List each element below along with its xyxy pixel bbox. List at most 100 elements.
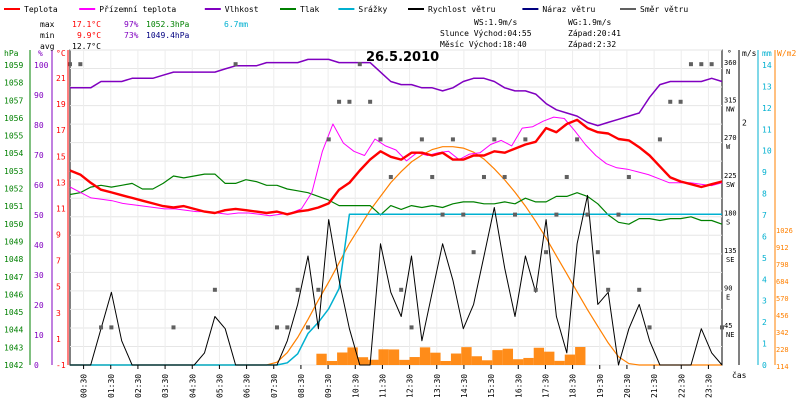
mm-tick-label: 13 xyxy=(762,82,772,91)
stat-max-hum: 97% xyxy=(124,20,139,29)
wind-dir-point xyxy=(337,99,342,104)
x-tick-label: 06:30 xyxy=(243,374,252,398)
dir-tick-deg: 270 xyxy=(724,134,737,142)
hpa-tick-label: 1044 xyxy=(4,326,23,335)
hpa-tick-label: 1045 xyxy=(4,308,23,317)
wind-dir-point xyxy=(657,137,662,142)
mm-tick-label: 11 xyxy=(762,125,772,134)
celsius-unit: °C xyxy=(56,49,66,58)
x-tick-label: 08:30 xyxy=(297,374,306,398)
solar-bar xyxy=(430,352,441,365)
solar-bar xyxy=(513,359,524,365)
dir-tick-deg: 180 xyxy=(724,209,737,217)
x-tick-label: 01:30 xyxy=(107,374,116,398)
solar-bar xyxy=(419,347,431,365)
wm2-tick-label: 798 xyxy=(776,261,789,269)
stat-max-rain: 6.7mm xyxy=(224,20,248,29)
pressure-line xyxy=(69,173,723,225)
x-tick-label: 21:30 xyxy=(650,374,659,398)
info-sun-set: Západ:20:41 xyxy=(568,29,621,38)
wind-dir-point xyxy=(409,325,414,330)
hpa-tick-label: 1047 xyxy=(4,273,23,282)
solar-bar xyxy=(502,348,514,365)
wind-dir-point xyxy=(626,174,631,179)
x-tick-label: 00:30 xyxy=(80,374,89,398)
solar-bar xyxy=(337,352,348,365)
pct-unit: % xyxy=(38,49,43,58)
x-tick-label: 09:30 xyxy=(324,374,333,398)
mm-tick-label: 8 xyxy=(762,190,767,199)
hpa-tick-label: 1046 xyxy=(4,290,23,299)
wind-dir-point xyxy=(616,212,621,217)
grid xyxy=(70,49,722,366)
legend-label: Teplota xyxy=(24,5,58,14)
wind-dir-point xyxy=(481,174,486,179)
legend-label: Náraz větru xyxy=(542,5,595,14)
hpa-tick-label: 1056 xyxy=(4,114,23,123)
celsius-tick-label: 15 xyxy=(56,152,66,161)
wind-direction-series xyxy=(68,62,724,330)
pct-tick-label: 0 xyxy=(34,361,39,370)
mm-tick-label: 1 xyxy=(762,340,767,349)
info-moon: Měsíc Východ:18:40 xyxy=(440,40,527,49)
wind-dir-point xyxy=(430,174,435,179)
wind-dir-point xyxy=(709,62,714,67)
pct-tick-label: 60 xyxy=(34,181,44,190)
dir-tick-name: SE xyxy=(726,256,734,264)
wind-dir-point xyxy=(440,212,445,217)
info-sun: Slunce Východ:04:55 xyxy=(440,29,532,38)
x-tick-label: 11:30 xyxy=(378,374,387,398)
hpa-tick-label: 1055 xyxy=(4,132,23,141)
mm-tick-label: 7 xyxy=(762,211,767,220)
stat-max-label: max xyxy=(40,20,55,29)
x-tick-label: 07:30 xyxy=(270,374,279,398)
mm-tick-label: 3 xyxy=(762,297,767,306)
x-tick-label: 03:30 xyxy=(161,374,170,398)
solar-bar xyxy=(388,349,400,365)
x-tick-label: 22:30 xyxy=(677,374,686,398)
solar-bar xyxy=(481,360,493,365)
stat-min-hum: 73% xyxy=(124,31,139,40)
wind-dir-point xyxy=(585,212,590,217)
mm-unit: mm xyxy=(762,49,772,58)
temperature-line xyxy=(69,118,723,216)
humidity-line xyxy=(70,58,723,127)
wind-dir-point xyxy=(523,137,528,142)
pct-tick-label: 20 xyxy=(34,301,44,310)
chart-title: 26.5.2010 xyxy=(366,50,439,65)
wind-dir-point xyxy=(109,325,114,330)
x-tick-label: 18:30 xyxy=(569,374,578,398)
pct-tick-label: 10 xyxy=(34,331,44,340)
solar-bar xyxy=(440,360,451,365)
wind-dir-point xyxy=(678,99,683,104)
wind-dir-point xyxy=(533,287,538,292)
solar-bar xyxy=(399,359,410,365)
wm2-tick-label: 1026 xyxy=(776,227,793,235)
hpa-tick-label: 1049 xyxy=(4,237,23,246)
wind-dir-point xyxy=(575,137,580,142)
x-tick-label: 23:30 xyxy=(704,374,713,398)
x-tick-label: 10:30 xyxy=(351,374,360,398)
wind-dir-point xyxy=(295,287,300,292)
wind-dir-point xyxy=(285,325,290,330)
x-tick-label: 12:30 xyxy=(406,374,415,398)
mm-tick-label: 2 xyxy=(762,318,767,327)
pct-tick-label: 50 xyxy=(34,211,44,220)
x-tick-label: 13:30 xyxy=(433,374,442,398)
wind-dir-point xyxy=(513,212,518,217)
dir-tick-deg: 45 xyxy=(724,322,732,330)
wind-dir-point xyxy=(471,250,476,255)
ms-unit: m/s xyxy=(742,49,757,58)
stat-max-press: 1052.3hPa xyxy=(146,20,190,29)
x-tick-label: 16:30 xyxy=(514,374,523,398)
wind-dir-point xyxy=(668,99,673,104)
celsius-tick-label: 7 xyxy=(56,257,61,266)
wm2-tick-label: 684 xyxy=(776,278,789,286)
wind-dir-point xyxy=(68,62,72,67)
wm2-tick-label: 570 xyxy=(776,295,789,303)
axes-group: 00:30 01:30 02:30 03:30 04:30 05:30 06:30 07:30… xyxy=(4,50,793,398)
mm-tick-label: 6 xyxy=(762,232,767,241)
x-axis-label: čas xyxy=(732,370,747,380)
wm2-unit: W/m2 xyxy=(777,49,796,58)
solar-bar xyxy=(368,359,379,365)
